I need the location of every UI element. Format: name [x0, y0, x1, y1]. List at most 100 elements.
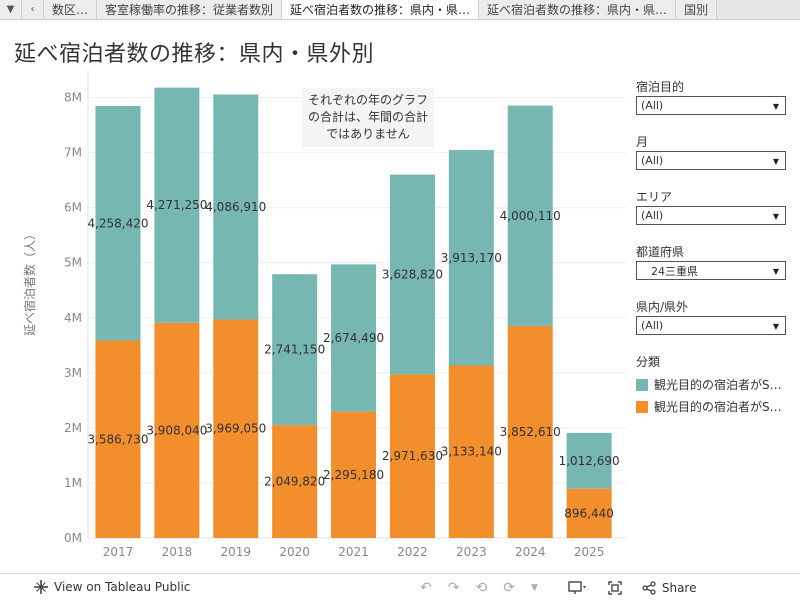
- filter-title: 宿泊目的: [636, 80, 685, 94]
- share-label: Share: [661, 580, 697, 595]
- bar-segment[interactable]: [95, 106, 141, 341]
- y-tick-label: 2M: [64, 421, 82, 435]
- y-axis-label: 延べ宿泊者数（人）: [22, 228, 37, 336]
- caret-down-icon: ▼: [772, 102, 779, 111]
- bar-segment[interactable]: [566, 488, 612, 538]
- y-tick-label: 0M: [64, 531, 82, 545]
- filter-title: 月: [636, 135, 649, 149]
- bar-segment[interactable]: [507, 105, 553, 326]
- x-tick-label: 2020: [279, 545, 310, 559]
- bar-segment[interactable]: [95, 340, 141, 538]
- x-tick-label: 2019: [221, 545, 252, 559]
- x-tick-label: 2024: [515, 545, 546, 559]
- legend-label: 観光目的の宿泊者がS…: [654, 378, 782, 392]
- filter-prefecture: 都道府県 24三重県 ▼: [636, 243, 796, 280]
- toolbar-actions: ↶ ↷ ⟲ ⟳ ▼ Share: [420, 574, 697, 600]
- tab-0[interactable]: 数区…: [44, 0, 98, 19]
- purpose-dropdown[interactable]: (All) ▼: [636, 96, 786, 115]
- bar-segment[interactable]: [154, 87, 200, 323]
- filter-panel: 宿泊目的 (All) ▼ 月 (All) ▼ エリア (All) ▼ 都道府県 …: [636, 78, 796, 420]
- x-tick-label: 2018: [162, 545, 193, 559]
- data-label: 2,741,150: [264, 343, 325, 357]
- tableau-logo-icon: [34, 580, 48, 594]
- tab-3[interactable]: 延べ宿泊者数の推移：県内・県…: [479, 0, 677, 19]
- download-icon[interactable]: [568, 580, 588, 595]
- caret-down-icon: ▼: [772, 157, 779, 166]
- filter-area: エリア (All) ▼: [636, 188, 796, 225]
- bar-segment[interactable]: [272, 425, 318, 538]
- redo-icon[interactable]: ↷: [447, 579, 460, 596]
- month-dropdown[interactable]: (All) ▼: [636, 151, 786, 170]
- bar-segment[interactable]: [272, 274, 318, 426]
- data-label: 1,012,690: [559, 454, 620, 468]
- x-axis-ticks: 2017 2018 2019 2020 2021 2022 2023 2024 2025: [103, 545, 605, 559]
- page-title: 延べ宿泊者数の推移：県内・県外別: [14, 42, 375, 67]
- data-label: 2,295,180: [323, 468, 384, 482]
- y-tick-label: 8M: [64, 91, 82, 105]
- data-label: 3,908,040: [146, 423, 207, 437]
- bar-segment[interactable]: [389, 174, 435, 375]
- y-tick-label: 5M: [64, 256, 82, 270]
- caret-down-icon: ▼: [772, 267, 779, 276]
- bar-segment[interactable]: [213, 94, 259, 320]
- data-label: 2,049,820: [264, 475, 325, 489]
- filter-purpose: 宿泊目的 (All) ▼: [636, 78, 796, 115]
- legend-item[interactable]: 観光目的の宿泊者がS…: [636, 398, 796, 415]
- data-label: 4,000,110: [500, 209, 561, 223]
- bar-segment[interactable]: [448, 150, 494, 366]
- filter-title: 都道府県: [636, 245, 685, 259]
- legend-item[interactable]: 観光目的の宿泊者がS…: [636, 376, 796, 393]
- bar-segment[interactable]: [331, 411, 377, 538]
- tab-1[interactable]: 客室稼働率の推移：従業者数別: [97, 0, 283, 19]
- refresh-icon[interactable]: ⟳: [503, 579, 515, 596]
- data-label: 3,852,610: [500, 425, 561, 439]
- data-label: 2,674,490: [323, 331, 384, 345]
- data-label: 3,913,170: [441, 251, 502, 265]
- tab-menu-icon[interactable]: ▼: [0, 0, 22, 19]
- filter-inout: 県内/県外 (All) ▼: [636, 298, 796, 335]
- y-tick-label: 3M: [64, 366, 82, 380]
- revert-icon[interactable]: ⟲: [475, 579, 488, 596]
- y-tick-label: 4M: [64, 311, 82, 325]
- data-label: 3,628,820: [382, 267, 443, 281]
- data-label: 4,086,910: [205, 200, 266, 214]
- legend-label: 観光目的の宿泊者がS…: [654, 400, 782, 414]
- pause-menu-icon[interactable]: ▼: [530, 582, 538, 593]
- data-label: 3,133,140: [441, 445, 502, 459]
- data-label: 4,258,420: [87, 216, 148, 230]
- bar-segment[interactable]: [213, 319, 259, 538]
- area-dropdown[interactable]: (All) ▼: [636, 206, 786, 225]
- data-label: 896,440: [564, 506, 614, 520]
- view-on-tableau-link[interactable]: View on Tableau Public: [34, 580, 190, 594]
- bar-segment[interactable]: [389, 374, 435, 538]
- tab-prev-icon[interactable]: ‹: [22, 0, 44, 19]
- bar-segment[interactable]: [507, 325, 553, 538]
- tab-2[interactable]: 延べ宿泊者数の推移：県内・県…: [282, 0, 480, 19]
- fullscreen-icon[interactable]: [608, 580, 622, 595]
- dropdown-value: 24三重県: [651, 264, 698, 278]
- y-axis-ticks: 0M 1M 2M 3M 4M 5M 6M 7M 8M: [64, 91, 82, 545]
- data-label: 3,969,050: [205, 422, 266, 436]
- caret-down-icon: ▼: [772, 212, 779, 221]
- y-tick-label: 6M: [64, 201, 82, 215]
- bar-segment[interactable]: [154, 322, 200, 538]
- tab-4[interactable]: 国別: [676, 0, 718, 19]
- share-button[interactable]: Share: [642, 581, 697, 595]
- legend-swatch: [636, 378, 648, 391]
- stacked-bar-chart: 0M 1M 2M 3M 4M 5M 6M 7M 8M 3,586,730 4,258,420 3,9…: [22, 70, 626, 559]
- legend-swatch: [636, 400, 648, 413]
- bar-segment[interactable]: [331, 264, 377, 412]
- bars: [95, 87, 612, 538]
- undo-icon[interactable]: ↶: [420, 579, 432, 596]
- prefecture-dropdown[interactable]: 24三重県 ▼: [636, 261, 786, 280]
- filter-title: エリア: [636, 190, 673, 204]
- y-tick-label: 7M: [64, 146, 82, 160]
- value-labels: 3,586,730 4,258,420 3,908,040 4,271,250 3,96…: [87, 198, 619, 520]
- legend: 分類 観光目的の宿泊者がS… 観光目的の宿泊者がS…: [636, 353, 796, 415]
- bar-segment[interactable]: [448, 365, 494, 538]
- chart-note: それぞれの年のグラフの合計は、年間の合計ではありません: [302, 88, 434, 147]
- bar-segment[interactable]: [566, 432, 612, 489]
- data-label: 2,971,630: [382, 449, 443, 463]
- tab-strip: ▼ ‹ 数区… 客室稼働率の推移：従業者数別 延べ宿泊者数の推移：県内・県… 延…: [0, 0, 800, 20]
- inout-dropdown[interactable]: (All) ▼: [636, 316, 786, 335]
